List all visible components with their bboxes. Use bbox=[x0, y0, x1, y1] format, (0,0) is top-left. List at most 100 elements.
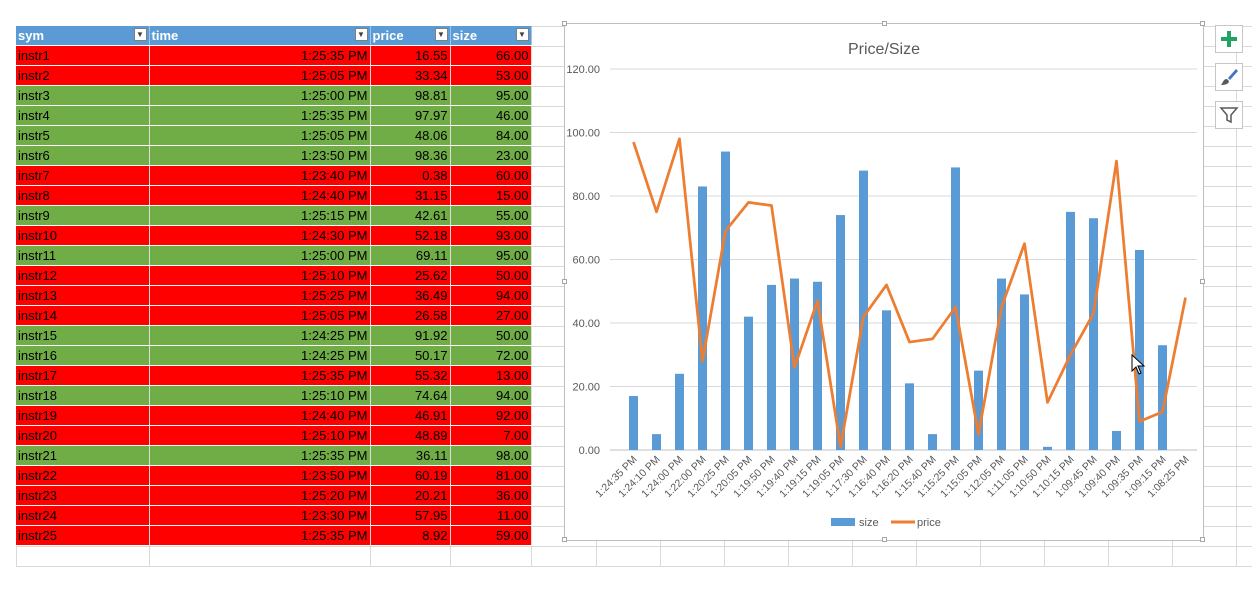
cell-size[interactable]: 53.00 bbox=[450, 65, 532, 86]
cell-price[interactable]: 16.55 bbox=[370, 45, 451, 66]
cell-price[interactable]: 98.36 bbox=[370, 145, 451, 166]
cell-price[interactable]: 0.38 bbox=[370, 165, 451, 186]
table-row[interactable]: instr13 1:25:25 PM 36.49 94.00 bbox=[16, 285, 532, 306]
cell-price[interactable]: 8.92 bbox=[370, 525, 451, 546]
cell-size[interactable]: 60.00 bbox=[450, 165, 532, 186]
cell-price[interactable]: 26.58 bbox=[370, 305, 451, 326]
cell-time[interactable]: 1:24:40 PM bbox=[149, 405, 371, 426]
chart-area[interactable]: Price/Size 0.00 20.00 40.00 60.00 80.00 100.00… bbox=[562, 21, 1205, 542]
cell-size[interactable]: 94.00 bbox=[450, 285, 532, 306]
filter-dropdown-icon[interactable]: ▼ bbox=[133, 28, 147, 41]
cell-sym[interactable]: instr10 bbox=[16, 225, 150, 246]
cell-time[interactable]: 1:24:40 PM bbox=[149, 185, 371, 206]
cell-price[interactable]: 36.49 bbox=[370, 285, 451, 306]
cell-sym[interactable]: instr14 bbox=[16, 305, 150, 326]
cell-sym[interactable]: instr13 bbox=[16, 285, 150, 306]
cell-sym[interactable]: instr7 bbox=[16, 165, 150, 186]
cell-price[interactable]: 52.18 bbox=[370, 225, 451, 246]
table-row[interactable]: instr12 1:25:10 PM 25.62 50.00 bbox=[16, 265, 532, 286]
cell-sym[interactable]: instr4 bbox=[16, 105, 150, 126]
cell-sym[interactable]: instr5 bbox=[16, 125, 150, 146]
cell-price[interactable]: 97.97 bbox=[370, 105, 451, 126]
cell-size[interactable]: 59.00 bbox=[450, 525, 532, 546]
cell-size[interactable]: 15.00 bbox=[450, 185, 532, 206]
cell-time[interactable]: 1:25:05 PM bbox=[149, 305, 371, 326]
cell-size[interactable]: 95.00 bbox=[450, 85, 532, 106]
cell-size[interactable]: 23.00 bbox=[450, 145, 532, 166]
table-row[interactable]: instr4 1:25:35 PM 97.97 46.00 bbox=[16, 105, 532, 126]
cell-size[interactable]: 72.00 bbox=[450, 345, 532, 366]
cell-price[interactable]: 60.19 bbox=[370, 465, 451, 486]
chart-styles-button[interactable] bbox=[1215, 63, 1243, 91]
cell-sym[interactable]: instr25 bbox=[16, 525, 150, 546]
cell-price[interactable]: 50.17 bbox=[370, 345, 451, 366]
filter-dropdown-icon[interactable]: ▼ bbox=[434, 28, 448, 41]
cell-time[interactable]: 1:25:05 PM bbox=[149, 125, 371, 146]
cell-sym[interactable]: instr20 bbox=[16, 425, 150, 446]
cell-time[interactable]: 1:25:00 PM bbox=[149, 245, 371, 266]
table-row[interactable]: instr5 1:25:05 PM 48.06 84.00 bbox=[16, 125, 532, 146]
cell-time[interactable]: 1:25:35 PM bbox=[149, 445, 371, 466]
cell-time[interactable]: 1:25:10 PM bbox=[149, 425, 371, 446]
cell-size[interactable]: 27.00 bbox=[450, 305, 532, 326]
cell-sym[interactable]: instr12 bbox=[16, 265, 150, 286]
cell-size[interactable]: 13.00 bbox=[450, 365, 532, 386]
table-row[interactable]: instr18 1:25:10 PM 74.64 94.00 bbox=[16, 385, 532, 406]
cell-time[interactable]: 1:23:50 PM bbox=[149, 145, 371, 166]
table-row[interactable]: instr2 1:25:05 PM 33.34 53.00 bbox=[16, 65, 532, 86]
cell-size[interactable]: 50.00 bbox=[450, 325, 532, 346]
cell-size[interactable]: 94.00 bbox=[450, 385, 532, 406]
cell-size[interactable]: 92.00 bbox=[450, 405, 532, 426]
table-row[interactable]: instr21 1:25:35 PM 36.11 98.00 bbox=[16, 445, 532, 466]
cell-sym[interactable]: instr24 bbox=[16, 505, 150, 526]
cell-size[interactable]: 7.00 bbox=[450, 425, 532, 446]
resize-handle[interactable] bbox=[562, 537, 567, 542]
cell-price[interactable]: 36.11 bbox=[370, 445, 451, 466]
table-row[interactable]: instr15 1:24:25 PM 91.92 50.00 bbox=[16, 325, 532, 346]
cell-price[interactable]: 46.91 bbox=[370, 405, 451, 426]
cell-size[interactable]: 84.00 bbox=[450, 125, 532, 146]
cell-price[interactable]: 31.15 bbox=[370, 185, 451, 206]
cell-time[interactable]: 1:25:35 PM bbox=[149, 45, 371, 66]
cell-sym[interactable]: instr16 bbox=[16, 345, 150, 366]
cell-sym[interactable]: instr11 bbox=[16, 245, 150, 266]
table-row[interactable]: instr25 1:25:35 PM 8.92 59.00 bbox=[16, 525, 532, 546]
table-row[interactable]: instr24 1:23:30 PM 57.95 11.00 bbox=[16, 505, 532, 526]
cell-size[interactable]: 36.00 bbox=[450, 485, 532, 506]
cell-time[interactable]: 1:24:25 PM bbox=[149, 345, 371, 366]
table-row[interactable]: instr17 1:25:35 PM 55.32 13.00 bbox=[16, 365, 532, 386]
table-row[interactable]: instr1 1:25:35 PM 16.55 66.00 bbox=[16, 45, 532, 66]
cell-price[interactable]: 69.11 bbox=[370, 245, 451, 266]
cell-size[interactable]: 95.00 bbox=[450, 245, 532, 266]
cell-price[interactable]: 74.64 bbox=[370, 385, 451, 406]
table-row[interactable]: instr11 1:25:00 PM 69.11 95.00 bbox=[16, 245, 532, 266]
cell-sym[interactable]: instr8 bbox=[16, 185, 150, 206]
cell-time[interactable]: 1:25:00 PM bbox=[149, 85, 371, 106]
cell-sym[interactable]: instr9 bbox=[16, 205, 150, 226]
table-row[interactable]: instr10 1:24:30 PM 52.18 93.00 bbox=[16, 225, 532, 246]
table-row[interactable]: instr14 1:25:05 PM 26.58 27.00 bbox=[16, 305, 532, 326]
cell-time[interactable]: 1:25:10 PM bbox=[149, 265, 371, 286]
resize-handle[interactable] bbox=[1200, 279, 1205, 284]
cell-price[interactable]: 48.89 bbox=[370, 425, 451, 446]
cell-size[interactable]: 46.00 bbox=[450, 105, 532, 126]
cell-price[interactable]: 91.92 bbox=[370, 325, 451, 346]
table-row[interactable]: instr3 1:25:00 PM 98.81 95.00 bbox=[16, 85, 532, 106]
cell-time[interactable]: 1:25:25 PM bbox=[149, 285, 371, 306]
cell-sym[interactable]: instr23 bbox=[16, 485, 150, 506]
cell-sym[interactable]: instr3 bbox=[16, 85, 150, 106]
table-row[interactable]: instr16 1:24:25 PM 50.17 72.00 bbox=[16, 345, 532, 366]
cell-sym[interactable]: instr18 bbox=[16, 385, 150, 406]
cell-sym[interactable]: instr1 bbox=[16, 45, 150, 66]
cell-time[interactable]: 1:25:20 PM bbox=[149, 485, 371, 506]
cell-price[interactable]: 48.06 bbox=[370, 125, 451, 146]
filter-dropdown-icon[interactable]: ▼ bbox=[354, 28, 368, 41]
cell-size[interactable]: 11.00 bbox=[450, 505, 532, 526]
cell-sym[interactable]: instr22 bbox=[16, 465, 150, 486]
cell-sym[interactable]: instr2 bbox=[16, 65, 150, 86]
resize-handle[interactable] bbox=[1200, 537, 1205, 542]
cell-sym[interactable]: instr6 bbox=[16, 145, 150, 166]
cell-price[interactable]: 25.62 bbox=[370, 265, 451, 286]
table-row[interactable]: instr20 1:25:10 PM 48.89 7.00 bbox=[16, 425, 532, 446]
cell-size[interactable]: 81.00 bbox=[450, 465, 532, 486]
